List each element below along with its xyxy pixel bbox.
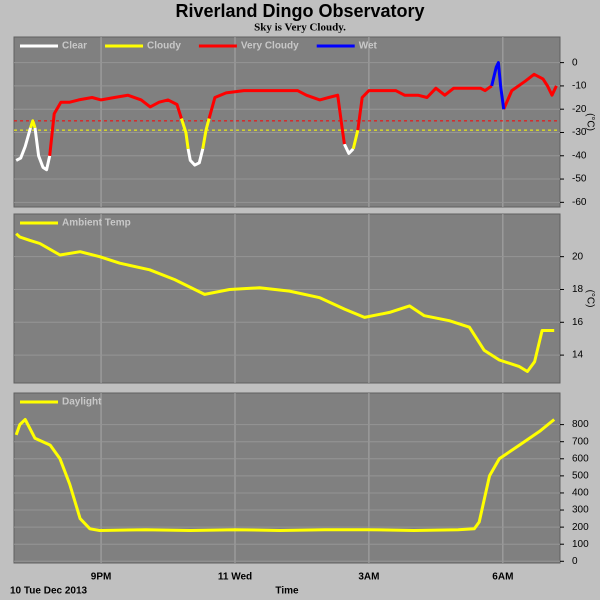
legend-label: Very Cloudy [241,41,299,52]
y-tick-label: 0 [572,57,578,68]
y-tick-label: -20 [572,104,587,115]
legend-label: Wet [359,41,378,52]
series-line [48,72,558,156]
legend-label: Ambient Temp [62,218,131,229]
y-tick-label: -30 [572,127,587,138]
y-tick-label: 16 [572,317,584,328]
plot-area [13,213,561,384]
series-line [15,127,355,172]
chart-subtitle: Sky is Very Cloudy. [254,22,346,34]
y-axis-label: (°C) [584,290,595,308]
y-tick-label: 200 [572,522,589,533]
y-tick-label: 400 [572,488,589,499]
series-line [29,118,360,150]
y-tick-label: 600 [572,453,589,464]
series-line [14,418,556,532]
x-tick-label: 9PM [91,572,112,583]
y-tick-label: 500 [572,471,589,482]
y-tick-label: -10 [572,81,587,92]
chart-title: Riverland Dingo Observatory [175,1,424,21]
series-line [15,232,555,373]
y-tick-label: 0 [572,556,578,567]
x-start-label: 10 Tue Dec 2013 [10,586,88,597]
y-tick-label: 300 [572,505,589,516]
series-line [490,61,506,110]
y-tick-label: -60 [572,197,587,208]
legend-label: Clear [62,41,87,52]
y-tick-label: 700 [572,436,589,447]
y-tick-label: 800 [572,419,589,430]
y-tick-label: 18 [572,284,584,295]
y-tick-label: 14 [572,350,584,361]
x-axis-label: Time [275,586,299,597]
y-tick-label: -50 [572,174,587,185]
x-tick-label: 11 Wed [218,572,252,583]
legend-label: Daylight [62,397,102,408]
x-tick-label: 6AM [492,572,513,583]
y-tick-label: 100 [572,539,589,550]
x-tick-label: 3AM [358,572,379,583]
y-tick-label: -40 [572,150,587,161]
y-tick-label: 20 [572,251,584,262]
plot-area [13,392,561,564]
legend-label: Cloudy [147,41,181,52]
y-axis-label: (°C) [584,113,595,131]
